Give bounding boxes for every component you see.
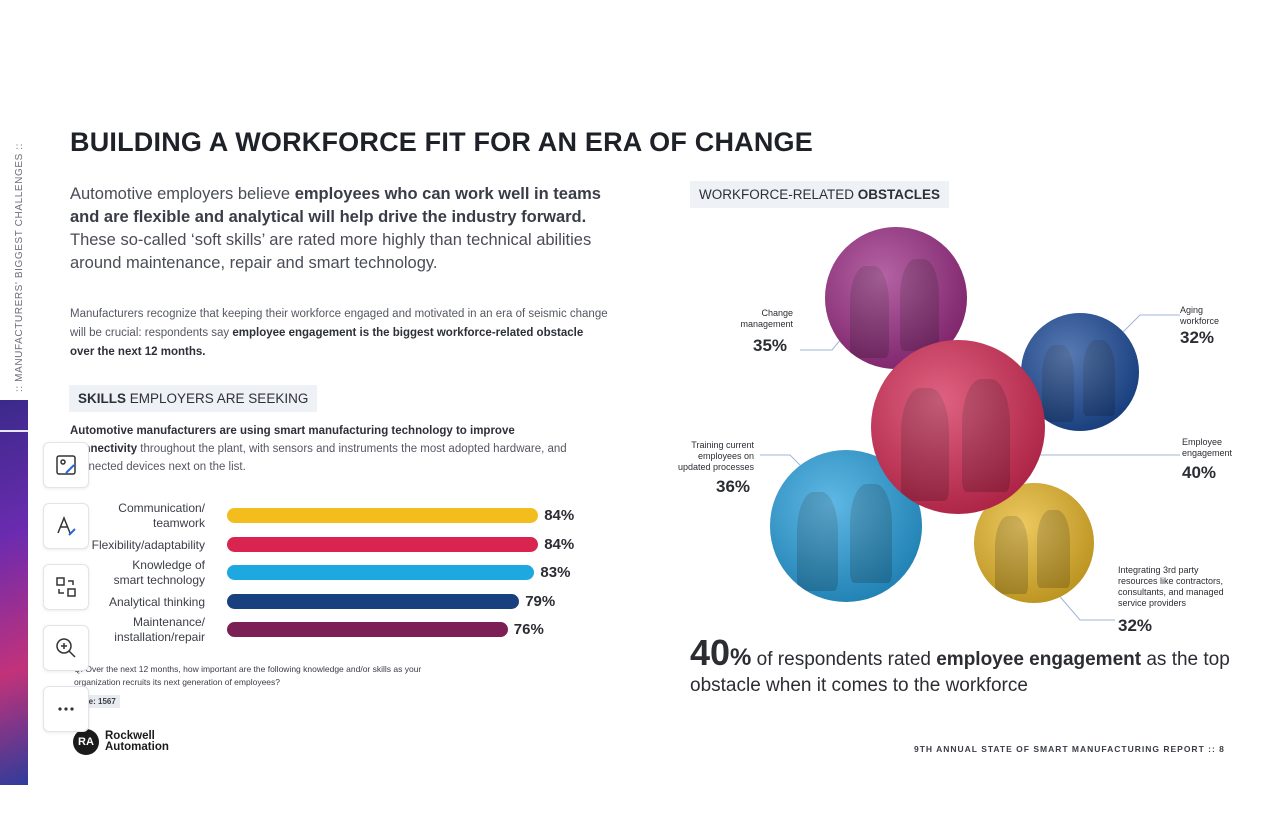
obstacle-percent: 40% [1182,463,1217,482]
survey-question-footnote: Q. Over the next 12 months, how importan… [74,664,422,687]
page-footer: 9TH ANNUAL STATE OF SMART MANUFACTURING … [914,744,1225,754]
zoom-button[interactable] [43,625,89,671]
draw-icon [56,455,76,475]
bar-category-label: Communication/ teamwork [118,501,205,530]
convert-button[interactable] [43,564,89,610]
bubble-shade [871,340,1045,514]
bar [227,508,539,523]
obstacle-percent: 35% [753,336,788,355]
obstacle-percent: 32% [1180,328,1215,347]
obstacles-heading-regular: WORKFORCE-RELATED [699,187,858,202]
skills-section-heading: SKILLS EMPLOYERS ARE SEEKING [69,385,318,412]
convert-icon [56,577,76,597]
intro2-text-bold: employee engagement is the biggest workf… [70,327,584,358]
bar-value-label: 84% [544,507,575,524]
obstacle-percent: 32% [1118,616,1153,635]
photo-silhouette [849,484,892,583]
bar-category-label: Analytical thinking [108,594,205,609]
intro-paragraph: Automotive employers believe employees w… [70,183,615,275]
bar [227,594,520,609]
bar-category-label: Knowledge of smart technology [113,558,205,587]
intro-detail-paragraph: Manufacturers recognize that keeping the… [70,305,610,362]
obstacle-label: Employee engagement [1182,437,1233,458]
obstacle-bubble [871,340,1045,514]
photo-silhouette [849,266,889,359]
intro2-text-a: Manufacturers recognize that keeping the… [70,308,608,339]
obstacles-section-heading: WORKFORCE-RELATED OBSTACLES [690,181,950,208]
draw-button[interactable] [43,442,89,488]
bar [227,537,539,552]
text-style-button[interactable] [43,503,89,549]
bar [227,622,508,637]
obstacle-label: Training current employees on updated pr… [677,440,754,472]
bar-value-label: 79% [525,593,556,610]
page-title: BUILDING A WORKFORCE FIT FOR AN ERA OF C… [70,127,813,158]
skills-heading-rest: EMPLOYERS ARE SEEKING [126,391,309,406]
photo-silhouette [962,379,1011,493]
more-icon [58,707,74,711]
skills-description: Automotive manufacturers are using smart… [70,422,575,476]
more-button[interactable] [43,686,89,732]
stat-text-a: of respondents rated [751,649,937,670]
zoom-icon [56,638,76,658]
bar-category-label: Flexibility/adaptability [91,537,205,552]
stat-number: 40 [690,632,731,673]
text-icon [57,515,76,536]
bar [227,565,535,580]
stat-percent-sign: % [730,644,752,671]
photo-silhouette [1041,345,1075,423]
photo-silhouette [796,491,839,591]
headline-stat: 40% of respondents rated employee engage… [690,635,1230,699]
obstacle-label: Aging workforce [1180,305,1220,326]
title-bold: ERA OF CHANGE [584,127,813,157]
logo-mark: RA [73,729,99,755]
obstacle-label: Change management [740,308,793,329]
rockwell-logo: RA Rockwell Automation [73,729,169,755]
obstacles-heading-bold: OBSTACLES [857,187,941,202]
skills-heading-bold: SKILLS [78,391,127,406]
photo-silhouette [899,258,939,352]
photo-silhouette [995,516,1028,594]
obstacle-label: Integrating 3rd party resources like con… [1118,565,1224,608]
logo-wordmark: Rockwell Automation [105,730,169,753]
photo-silhouette [1082,339,1116,417]
photo-silhouette [1037,510,1070,588]
skills-desc-rest: throughout the plant, with sensors and i… [70,443,567,473]
bar-value-label: 83% [540,564,571,581]
intro-text-bold: employees who can work well in teams and… [70,185,601,226]
obstacle-bubble [1021,313,1139,431]
bar-category-label: Maintenance/ installation/repair [114,615,205,644]
intro-text-b: These so-called ‘soft skills’ are rated … [70,231,592,272]
stat-text-bold: employee engagement [936,649,1142,670]
obstacle-percent: 36% [716,477,751,496]
stat-text-b: as the top obstacle when it comes to the… [690,649,1230,696]
photo-silhouette [901,387,950,501]
bar-value-label: 84% [544,536,575,553]
bar-value-label: 76% [513,621,544,638]
intro-text-a: Automotive employers believe [70,185,295,203]
decorative-side-strip [0,400,28,785]
title-regular: BUILDING A WORKFORCE FIT FOR AN [70,127,585,157]
section-vertical-label: :: MANUFACTURERS' BIGGEST CHALLENGES :: [14,142,25,392]
